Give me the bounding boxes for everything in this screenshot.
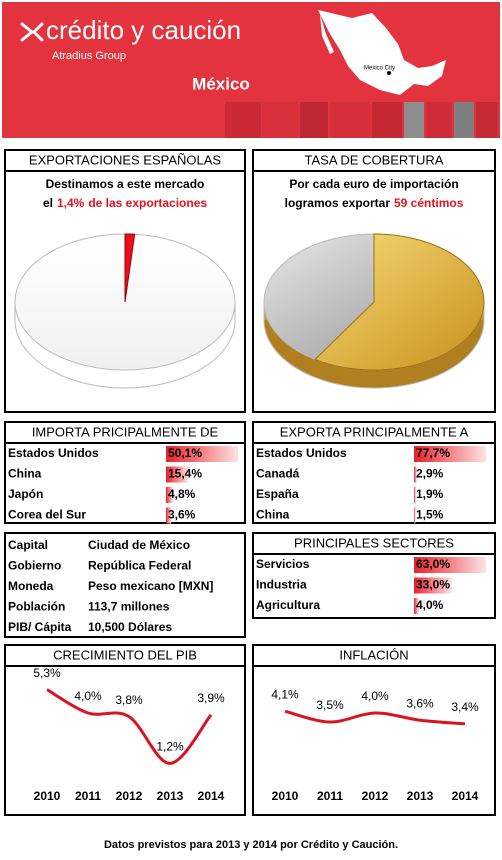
bar-category: Estados Unidos bbox=[256, 446, 347, 460]
bar-value: 77,7% bbox=[416, 446, 450, 460]
panel-title: EXPORTA PRINCIPALMENTE A bbox=[280, 424, 469, 439]
data-label: 5,3% bbox=[33, 666, 61, 680]
bar-value: 4,8% bbox=[168, 487, 196, 501]
x-tick-label: 2014 bbox=[452, 789, 479, 803]
x-tick-label: 2013 bbox=[157, 789, 184, 803]
profile-label: Gobierno bbox=[8, 559, 61, 573]
x-tick-label: 2011 bbox=[75, 789, 101, 803]
bar-category: Servicios bbox=[256, 557, 310, 571]
bar bbox=[166, 446, 238, 462]
pie-caption: el 1,4% de las exportaciones bbox=[43, 196, 207, 210]
caption-value: 59 céntimos bbox=[394, 196, 464, 210]
line bbox=[46, 688, 213, 765]
map bbox=[318, 10, 446, 95]
x-tick-label: 2013 bbox=[407, 789, 434, 803]
bar-category: Canadá bbox=[256, 467, 300, 481]
data-label: 3,6% bbox=[406, 696, 434, 710]
x-tick-label: 2010 bbox=[272, 789, 299, 803]
map-label: Mexico City bbox=[364, 66, 395, 72]
header-strip bbox=[225, 102, 498, 138]
bar-value: 33,0% bbox=[416, 578, 450, 592]
panel bbox=[252, 644, 496, 816]
profile-value: Peso mexicano [MXN] bbox=[88, 579, 213, 593]
profile-panel bbox=[4, 532, 246, 638]
bar-value: 1,9% bbox=[416, 487, 444, 501]
pie-caption: logramos exportar 59 céntimos bbox=[285, 196, 464, 210]
x-tick-label: 2011 bbox=[317, 789, 343, 803]
brand: crédito y caución bbox=[46, 15, 241, 45]
profile-value: 10,500 Dólares bbox=[88, 620, 172, 634]
pie-slice bbox=[314, 233, 485, 371]
profile-label: Población bbox=[8, 600, 65, 614]
panel-title: IMPORTA PRICIPALMENTE DE bbox=[32, 424, 219, 439]
panel-title: TASA DE COBERTURA bbox=[305, 152, 444, 167]
panel bbox=[4, 644, 246, 816]
data-label: 4,0% bbox=[74, 689, 102, 703]
panel-title: INFLACIÓN bbox=[339, 647, 408, 662]
profile-value: República Federal bbox=[88, 559, 191, 573]
bar-value: 63,0% bbox=[416, 557, 450, 571]
data-label: 3,4% bbox=[451, 700, 479, 714]
brand-group: Atradius Group bbox=[52, 50, 126, 62]
profile-value: 113,7 millones bbox=[88, 600, 170, 614]
bar-category: Agricultura bbox=[256, 598, 320, 612]
data-label: 3,8% bbox=[115, 693, 143, 707]
profile-label: Moneda bbox=[8, 579, 54, 593]
bar-category: China bbox=[256, 508, 290, 522]
bar-category: Industria bbox=[256, 578, 307, 592]
country: México bbox=[192, 74, 250, 93]
pie-subtitle: Destinamos a este mercado bbox=[46, 177, 205, 191]
bar bbox=[414, 598, 419, 614]
data-label: 3,9% bbox=[197, 691, 225, 705]
x-tick-label: 2012 bbox=[362, 789, 389, 803]
bar-value: 3,6% bbox=[168, 508, 196, 522]
bar-category: Corea del Sur bbox=[8, 508, 86, 522]
bar bbox=[414, 487, 416, 503]
data-label: 1,2% bbox=[156, 740, 184, 754]
pie-slice bbox=[124, 233, 136, 303]
footer: Datos previstos para 2013 y 2014 por Cré… bbox=[104, 839, 398, 851]
bar-value: 4,0% bbox=[416, 598, 444, 612]
logo-mark bbox=[20, 22, 44, 42]
map-dot bbox=[387, 71, 391, 75]
profile-label: Capital bbox=[8, 538, 48, 552]
panel bbox=[252, 421, 496, 524]
caption-text: de las exportaciones bbox=[88, 196, 207, 210]
panel bbox=[252, 532, 496, 619]
bar-value: 1,5% bbox=[416, 508, 444, 522]
caption-text: el bbox=[43, 196, 53, 210]
bar-value: 2,9% bbox=[416, 467, 444, 481]
bar-category: España bbox=[256, 487, 299, 501]
x-tick-label: 2014 bbox=[198, 789, 225, 803]
bar-value: 15,4% bbox=[168, 467, 202, 481]
panel-title: CRECIMIENTO DEL PIB bbox=[53, 647, 197, 662]
profile-value: Ciudad de México bbox=[88, 538, 190, 552]
panel bbox=[4, 421, 246, 524]
bar bbox=[414, 446, 486, 462]
bar bbox=[166, 507, 172, 524]
caption-text: logramos exportar bbox=[285, 196, 391, 210]
bar-category: Japón bbox=[8, 487, 43, 501]
line bbox=[284, 709, 466, 726]
bar bbox=[414, 507, 416, 524]
x-tick-label: 2012 bbox=[116, 789, 143, 803]
bar bbox=[166, 466, 189, 483]
bar bbox=[166, 487, 173, 503]
bar-category: China bbox=[8, 467, 42, 481]
bar-value: 50,1% bbox=[168, 446, 202, 460]
caption-value: 1,4% bbox=[57, 196, 85, 210]
panel-title: PRINCIPALES SECTORES bbox=[294, 535, 454, 550]
data-label: 4,1% bbox=[271, 687, 299, 701]
bar-category: Estados Unidos bbox=[8, 446, 99, 460]
bar bbox=[414, 466, 417, 483]
data-label: 3,5% bbox=[316, 698, 344, 712]
panel-title: EXPORTACIONES ESPAÑOLAS bbox=[29, 152, 221, 167]
data-label: 4,0% bbox=[361, 689, 389, 703]
x-tick-label: 2010 bbox=[34, 789, 61, 803]
bar bbox=[414, 577, 452, 594]
pie-subtitle: Por cada euro de importación bbox=[289, 177, 458, 191]
profile-label: PIB/ Cápita bbox=[8, 620, 72, 634]
bar bbox=[414, 557, 486, 573]
